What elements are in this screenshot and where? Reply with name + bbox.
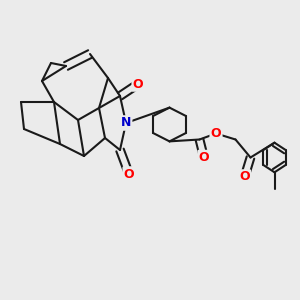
Text: O: O — [124, 167, 134, 181]
Text: O: O — [239, 170, 250, 184]
Text: O: O — [211, 127, 221, 140]
Text: N: N — [121, 116, 131, 130]
Text: O: O — [133, 77, 143, 91]
Text: O: O — [199, 151, 209, 164]
